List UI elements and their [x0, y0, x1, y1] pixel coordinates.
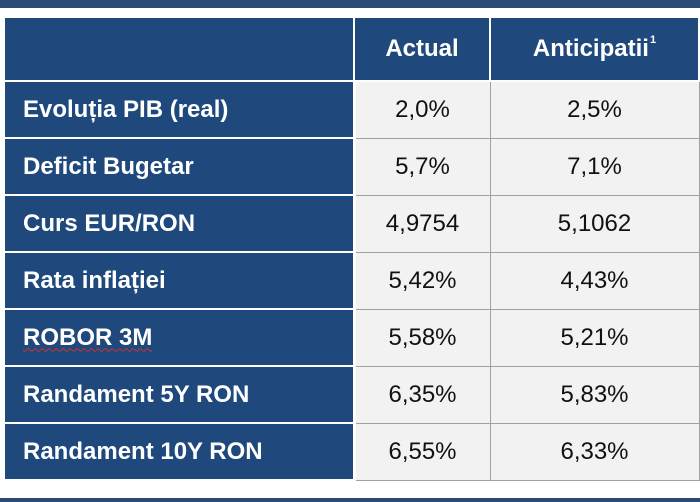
- row-label-exchange-rate: Curs EUR/RON: [3, 194, 356, 253]
- table-row: Evoluția PIB (real) 2,0% 2,5%: [3, 80, 700, 139]
- column-header-actual: Actual: [353, 16, 491, 82]
- header-row: Actual Anticipatii1: [3, 16, 700, 82]
- table-row: Randament 10Y RON 6,55% 6,33%: [3, 422, 700, 481]
- row-label-yield-5y: Randament 5Y RON: [3, 365, 356, 424]
- cell-yield-5y-actual: 6,35%: [353, 365, 491, 424]
- column-header-anticipated-label: Anticipatii: [532, 35, 649, 62]
- cell-exchange-rate-actual: 4,9754: [353, 194, 491, 253]
- row-label-gdp: Evoluția PIB (real): [3, 80, 356, 139]
- row-label-deficit: Deficit Bugetar: [3, 137, 356, 196]
- table-row: Deficit Bugetar 5,7% 7,1%: [3, 137, 700, 196]
- cell-inflation-anticipated: 4,43%: [489, 251, 700, 310]
- row-label-robor: ROBOR 3M: [3, 308, 356, 367]
- cell-inflation-actual: 5,42%: [353, 251, 491, 310]
- footnote-marker: 1: [649, 34, 657, 46]
- column-header-actual-label: Actual: [385, 35, 459, 62]
- row-label-inflation: Rata inflației: [3, 251, 356, 310]
- cell-exchange-rate-anticipated: 5,1062: [489, 194, 700, 253]
- cell-robor-actual: 5,58%: [353, 308, 491, 367]
- cell-yield-5y-anticipated: 5,83%: [489, 365, 700, 424]
- cell-deficit-actual: 5,7%: [353, 137, 491, 196]
- column-header-anticipated: Anticipatii1: [489, 16, 700, 82]
- cell-robor-anticipated: 5,21%: [489, 308, 700, 367]
- row-label-yield-10y: Randament 10Y RON: [3, 422, 356, 481]
- cell-gdp-actual: 2,0%: [353, 80, 491, 139]
- cell-yield-10y-anticipated: 6,33%: [489, 422, 700, 481]
- row-label-robor-text: ROBOR 3M: [23, 323, 153, 351]
- corner-cell: [3, 16, 355, 82]
- table-row: ROBOR 3M 5,58% 5,21%: [3, 308, 700, 367]
- table-row: Curs EUR/RON 4,9754 5,1062: [3, 194, 700, 253]
- cell-gdp-anticipated: 2,5%: [489, 80, 700, 139]
- cell-yield-10y-actual: 6,55%: [353, 422, 491, 481]
- economic-indicators-table: Actual Anticipatii1 Evoluția PIB (real) …: [3, 16, 700, 481]
- cell-deficit-anticipated: 7,1%: [489, 137, 700, 196]
- table-row: Rata inflației 5,42% 4,43%: [3, 251, 700, 310]
- table-row: Randament 5Y RON 6,35% 5,83%: [3, 365, 700, 424]
